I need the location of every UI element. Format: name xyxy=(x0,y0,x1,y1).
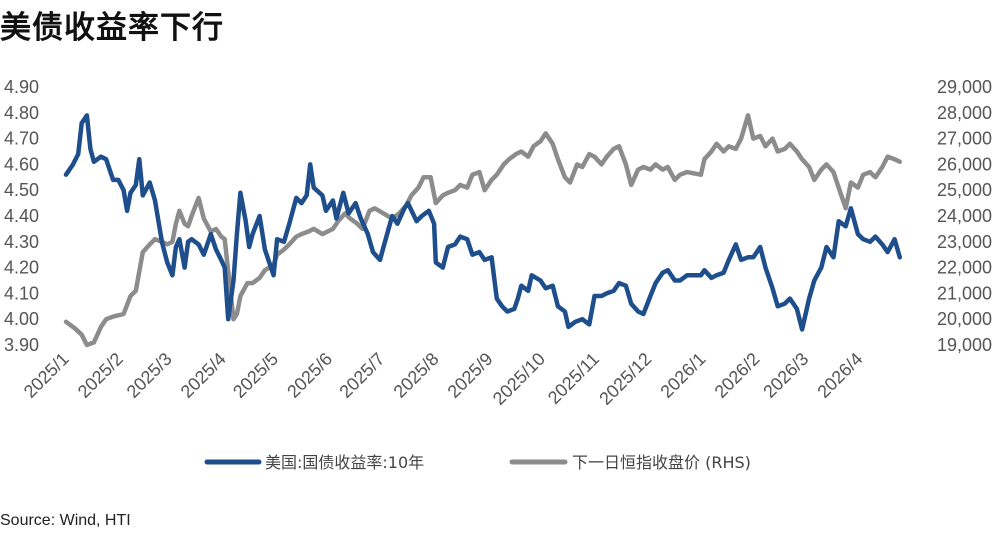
x-tick-label: 2025/6 xyxy=(283,349,336,402)
right-tick-label: 23,000 xyxy=(937,232,992,252)
source-note: Source: Wind, HTI xyxy=(0,512,131,529)
left-tick-label: 4.10 xyxy=(4,283,39,303)
chart-title: 美债收益率下行 xyxy=(0,10,224,46)
x-tick-label: 2025/4 xyxy=(177,349,230,402)
right-tick-label: 27,000 xyxy=(937,129,992,149)
x-tick-label: 2025/8 xyxy=(390,349,443,402)
legend: 美国:国债收益率:10年 下一日恒指收盘价 (RHS) xyxy=(204,453,751,472)
left-tick-label: 4.80 xyxy=(4,103,39,123)
left-tick-label: 4.70 xyxy=(4,129,39,149)
left-tick-label: 4.30 xyxy=(4,232,39,252)
right-axis-ticks: 29,000 28,000 27,000 26,000 25,000 24,000 23,0… xyxy=(937,77,992,355)
left-axis-ticks: 4.90 4.80 4.70 4.60 4.50 4.40 4.30 4.20 4.10 4.00… xyxy=(4,77,39,355)
x-tick-label: 2025/3 xyxy=(123,349,176,402)
right-tick-label: 22,000 xyxy=(937,258,992,278)
left-tick-label: 4.60 xyxy=(4,154,39,174)
left-tick-label: 4.00 xyxy=(4,309,39,329)
x-tick-label: 2025/10 xyxy=(489,349,549,409)
x-tick-label: 2025/2 xyxy=(74,349,127,402)
series-line-us-10y-yield xyxy=(63,113,903,332)
x-tick-label: 2026/3 xyxy=(759,349,812,402)
series-line-hsi-close xyxy=(63,113,903,348)
legend-item-hsi-close-label: 下一日恒指收盘价 (RHS) xyxy=(572,453,751,472)
x-tick-label: 2025/1 xyxy=(20,349,73,402)
left-tick-label: 4.40 xyxy=(4,206,39,226)
right-tick-label: 19,000 xyxy=(937,335,992,355)
left-tick-label: 4.50 xyxy=(4,180,39,200)
right-tick-label: 29,000 xyxy=(937,77,992,97)
right-tick-label: 25,000 xyxy=(937,180,992,200)
x-tick-label: 2026/2 xyxy=(711,349,764,402)
x-tick-label: 2026/1 xyxy=(656,349,709,402)
series-layer xyxy=(63,113,903,348)
x-tick-label: 2025/7 xyxy=(335,349,388,402)
left-tick-label: 3.90 xyxy=(4,335,39,355)
x-tick-label: 2025/12 xyxy=(595,349,655,409)
right-tick-label: 20,000 xyxy=(937,309,992,329)
left-tick-label: 4.20 xyxy=(4,258,39,278)
x-tick-label: 2026/4 xyxy=(813,349,866,402)
legend-item-us-10y-yield-label: 美国:国债收益率:10年 xyxy=(265,453,424,472)
x-tick-label: 2025/11 xyxy=(544,349,603,408)
x-tick-label: 2025/5 xyxy=(229,349,282,402)
right-tick-label: 21,000 xyxy=(937,283,992,303)
right-tick-label: 28,000 xyxy=(937,103,992,123)
right-tick-label: 26,000 xyxy=(937,154,992,174)
left-tick-label: 4.90 xyxy=(4,77,39,97)
right-tick-label: 24,000 xyxy=(937,206,992,226)
